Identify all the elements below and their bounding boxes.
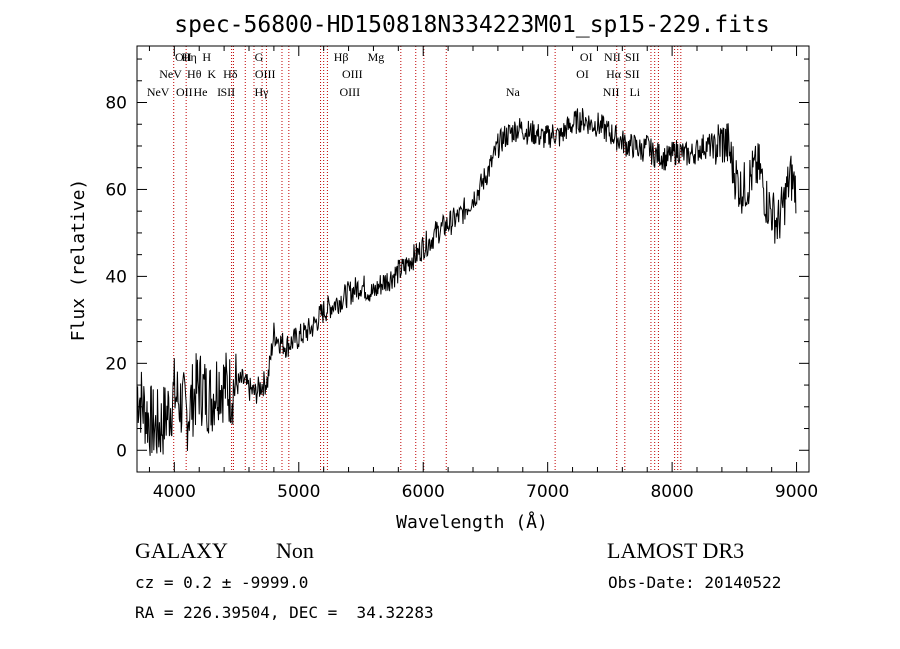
x-tick-label: 6000: [402, 482, 445, 502]
spectral-line-label: OI: [580, 50, 593, 64]
spectral-line-label: Mg: [368, 50, 385, 64]
x-axis: 4000 5000 6000 7000 8000 9000: [148, 46, 818, 502]
spectral-line-label: K: [207, 67, 216, 81]
spectral-line-label: Hθ: [187, 67, 202, 81]
object-subclass: Non: [276, 538, 314, 563]
y-axis-label: Flux (relative): [68, 179, 89, 342]
x-axis-label: Wavelength (Å): [396, 511, 548, 533]
spectral-line-label: Hη: [182, 50, 197, 64]
spectral-line-labels: NeVNeVOIIOIIHηHθHeHKIHδSIIGOIIIHγHβOIIIO…: [147, 50, 641, 99]
spectral-line-label: OIII: [342, 67, 363, 81]
x-tick-label: 9000: [775, 482, 818, 502]
object-class: GALAXY: [135, 538, 228, 563]
spectral-marker-lines: [173, 46, 682, 472]
spectral-line-label: G: [255, 50, 264, 64]
chart-title: spec-56800-HD150818N334223M01_sp15-229.f…: [174, 12, 769, 38]
spectral-line-label: Na: [506, 85, 521, 99]
cz-value: cz = 0.2 ± -9999.0: [135, 573, 309, 592]
spectral-line-label: Li: [629, 85, 640, 99]
plot-frame: [136, 45, 810, 473]
spectral-line-label: Hδ: [223, 67, 238, 81]
survey-name: LAMOST DR3: [607, 538, 745, 563]
spectral-line-label: NeV: [159, 67, 182, 81]
spectral-line-label: OIII: [255, 67, 276, 81]
y-tick-label: 0: [116, 441, 127, 461]
x-tick-label: 8000: [650, 482, 693, 502]
spectral-line-label: Hγ: [254, 85, 269, 99]
spectral-line-label: H: [202, 50, 211, 64]
y-tick-label: 60: [105, 180, 127, 200]
spectrum-line: [136, 108, 797, 456]
y-tick-label: 20: [105, 354, 127, 374]
y-tick-label: 40: [105, 267, 127, 287]
spectral-line-label: Hα: [606, 67, 622, 81]
coordinates: RA = 226.39504, DEC = 34.32283: [135, 603, 434, 622]
spectral-line-label: Hβ: [334, 50, 349, 64]
x-tick-label: 4000: [153, 482, 196, 502]
spectral-line-label: OII: [175, 50, 192, 64]
x-tick-label: 7000: [526, 482, 569, 502]
spectral-line-label: He: [193, 85, 207, 99]
spectral-line-label: SII: [221, 85, 236, 99]
spectral-line-label: OIII: [339, 85, 360, 99]
spectral-line-label: I: [217, 85, 221, 99]
spectral-line-label: SII: [625, 67, 640, 81]
y-axis: 0 20 40 60 80: [105, 58, 809, 461]
spectral-line-label: OI: [576, 67, 589, 81]
y-tick-label: 80: [105, 94, 127, 114]
spectral-line-label: NeV: [147, 85, 170, 99]
spectral-line-label: NII: [604, 50, 621, 64]
spectral-line-label: OII: [176, 85, 193, 99]
obs-date: Obs-Date: 20140522: [608, 573, 782, 592]
spectral-line-label: SII: [625, 50, 640, 64]
x-tick-label: 5000: [277, 482, 320, 502]
spectral-line-label: NII: [603, 85, 620, 99]
